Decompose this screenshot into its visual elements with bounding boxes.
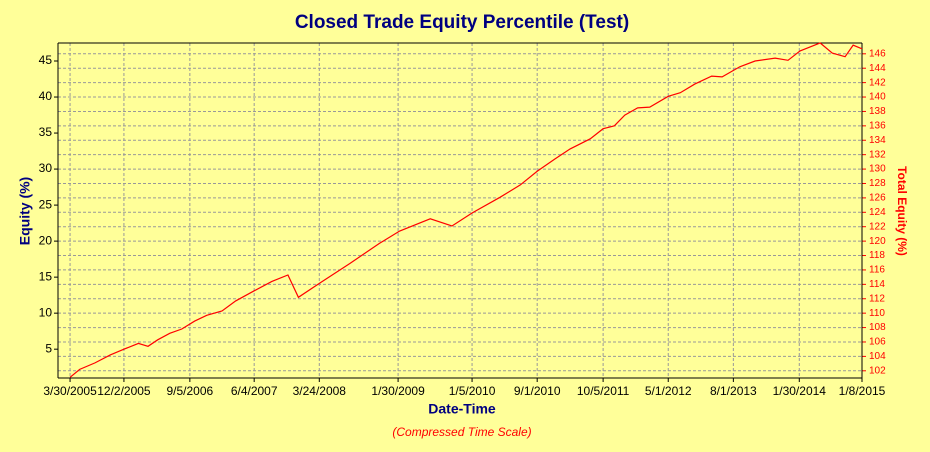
y2-tick-label: 126 <box>869 193 886 204</box>
x-tick-label: 3/24/2008 <box>293 384 347 398</box>
y2-tick-label: 134 <box>869 135 886 146</box>
y-tick-label: 35 <box>39 125 53 139</box>
y2-tick-label: 122 <box>869 221 886 232</box>
y2-tick-label: 120 <box>869 236 886 247</box>
line-series <box>69 42 863 378</box>
y-tick-label: 5 <box>45 341 52 355</box>
y-tick-label: 20 <box>39 233 53 247</box>
x-tick-label: 1/8/2015 <box>839 384 886 398</box>
x-tick-label: 10/5/2011 <box>577 384 630 398</box>
y-tick-label: 45 <box>39 53 53 67</box>
y2-tick-label: 144 <box>869 63 886 74</box>
note: (Compressed Time Scale) <box>392 425 531 439</box>
y-tick-label: 10 <box>39 305 53 319</box>
y2-tick-label: 142 <box>869 77 886 88</box>
y2-tick-label: 132 <box>869 149 886 160</box>
y2-tick-label: 136 <box>869 120 886 131</box>
y2-tick-label: 138 <box>869 106 886 117</box>
y2-tick-label: 116 <box>869 265 885 276</box>
y-tick-label: 15 <box>39 269 53 283</box>
y2-tick-label: 106 <box>869 337 886 348</box>
y-axis-label: Equity (%) <box>17 177 33 245</box>
chart-title: Closed Trade Equity Percentile (Test) <box>295 12 629 33</box>
x-tick-label: 8/1/2013 <box>710 384 757 398</box>
y2-tick-label: 102 <box>869 365 886 376</box>
y2-tick-label: 128 <box>869 178 886 189</box>
x-tick-label: 12/2/2005 <box>97 384 151 398</box>
x-tick-label: 5/1/2012 <box>645 384 692 398</box>
y2-tick-label: 130 <box>869 164 886 175</box>
x-tick-label: 1/30/2009 <box>371 384 425 398</box>
y2-tick-label: 104 <box>869 351 886 362</box>
y2-axis-label: Total Equity (%) <box>895 166 909 256</box>
x-axis-label: Date-Time <box>428 401 496 417</box>
y-tick-label: 40 <box>39 89 53 103</box>
x-tick-label: 9/5/2006 <box>166 384 213 398</box>
x-tick-label: 1/5/2010 <box>449 384 496 398</box>
x-tick-label: 1/30/2014 <box>773 384 827 398</box>
y-tick-label: 25 <box>39 197 53 211</box>
y2-tick-label: 112 <box>869 293 885 304</box>
y2-tick-label: 146 <box>869 48 886 59</box>
x-tick-label: 6/4/2007 <box>231 384 278 398</box>
y2-tick-label: 114 <box>869 279 885 290</box>
y2-tick-label: 118 <box>869 250 885 261</box>
y2-tick-label: 124 <box>869 207 886 218</box>
y2-tick-label: 110 <box>869 308 885 319</box>
x-tick-label: 9/1/2010 <box>514 384 561 398</box>
y2-tick-label: 140 <box>869 92 886 103</box>
y-tick-label: 30 <box>39 161 53 175</box>
y2-tick-label: 108 <box>869 322 886 333</box>
x-tick-label: 3/30/2005 <box>43 384 97 398</box>
